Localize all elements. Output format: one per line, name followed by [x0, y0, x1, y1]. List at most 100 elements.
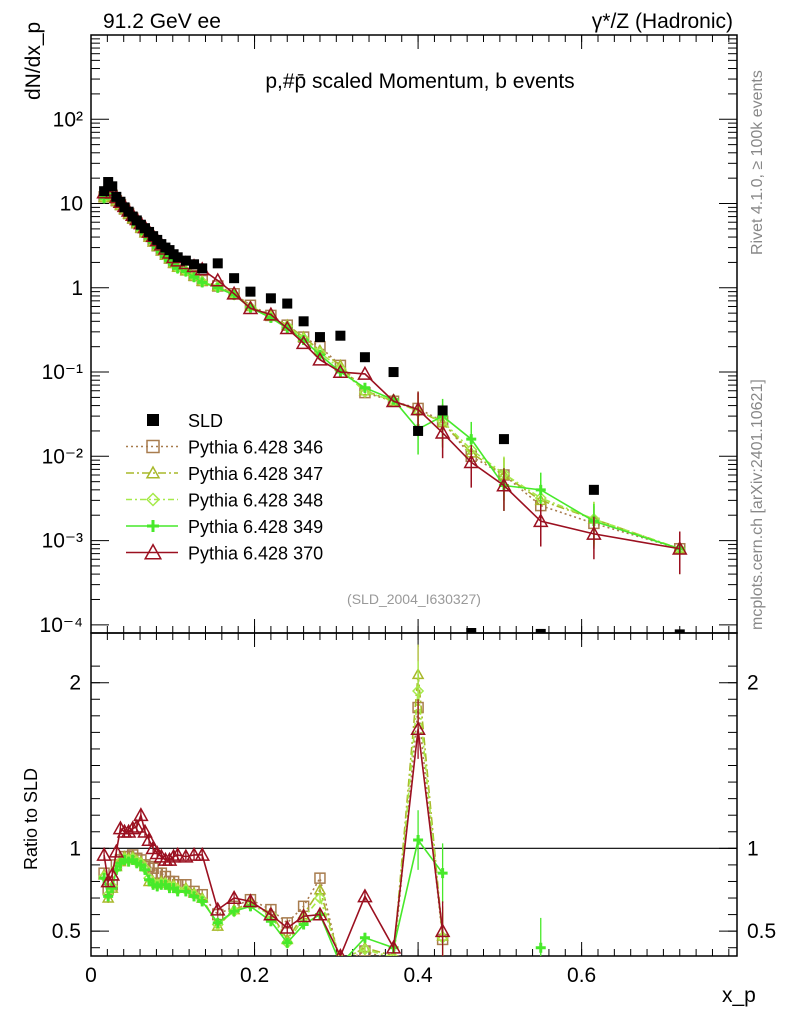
ratio-point	[186, 846, 202, 861]
sld-data-point	[466, 628, 477, 633]
y-tick-label: 10²	[53, 108, 83, 131]
series-point	[671, 540, 688, 555]
ratio-panel-frame	[90, 632, 738, 957]
sld-data-point	[245, 286, 256, 297]
ratio-point	[385, 939, 402, 954]
series-pythia-6-428-348	[98, 188, 686, 575]
header-process-label: γ*/Z (Hadronic)	[592, 10, 733, 33]
rivet-version-label: Rivet 4.1.0, ≥ 100k events	[749, 70, 766, 255]
series-point	[209, 272, 226, 287]
ratio-point	[295, 908, 312, 923]
legend-marker	[143, 543, 163, 560]
y-tick-label: 10⁻³	[42, 530, 83, 553]
ratio-point	[133, 807, 149, 822]
series-point	[359, 382, 370, 393]
ratio-point	[212, 917, 223, 928]
series-point	[410, 401, 426, 416]
ratio-point	[312, 906, 328, 921]
series-point	[279, 320, 296, 335]
series-point	[242, 300, 259, 315]
series-point	[263, 306, 279, 321]
sld-data-point	[388, 367, 399, 378]
ratio-point	[314, 872, 326, 884]
series-point	[496, 477, 512, 492]
series-point	[314, 349, 325, 360]
ratio-point	[139, 864, 150, 875]
sld-data-point	[314, 332, 325, 343]
series-point	[434, 424, 451, 439]
ratio-point	[359, 932, 370, 943]
ratio-point	[194, 846, 210, 861]
ratio-series-pythia-6-428-349	[99, 810, 546, 956]
chart-title: p,#p̄ scaled Momentum, b events	[265, 70, 574, 93]
header-energy-label: 91.2 GeV ee	[103, 10, 221, 33]
ratio-point	[209, 901, 226, 916]
legend-label: Pythia 6.428 349	[188, 517, 323, 537]
ratio-tick-label: 2	[69, 672, 81, 695]
legend-label: Pythia 6.428 347	[188, 464, 323, 484]
series-point	[532, 513, 549, 528]
series-point	[189, 272, 200, 283]
series-pythia-6-428-370	[96, 181, 688, 575]
ratio-point	[389, 951, 398, 956]
ratio-series-layer	[96, 644, 546, 956]
ratio-point	[120, 823, 137, 838]
x-tick-label: 0.4	[403, 964, 433, 987]
ratio-tick-label-right: 2	[747, 672, 759, 695]
ratio-tick-label: 0.5	[52, 920, 81, 943]
ratio-point	[189, 891, 200, 902]
sld-data-point	[172, 252, 183, 263]
ratio-point	[358, 943, 371, 956]
ratio-point	[387, 955, 400, 956]
ratio-point	[410, 721, 426, 736]
ratio-point	[226, 889, 242, 904]
ratio-point	[108, 843, 125, 858]
legend: SLD Pythia 6.428 346 Pythia 6.428 347 Pythi…	[126, 411, 323, 564]
series-point	[212, 282, 223, 293]
sld-data-point	[265, 293, 276, 304]
ratio-line	[103, 707, 444, 956]
ratio-point	[282, 937, 293, 948]
ratio-point	[339, 954, 342, 956]
legend-label: Pythia 6.428 346	[188, 438, 323, 458]
sld-data-point	[115, 196, 126, 207]
legend-label: Pythia 6.428 348	[188, 491, 323, 511]
axes-ticks: 0 0.2 0.4 0.6 10⁻⁴ 10⁻³ 10⁻² 10⁻¹ 1 10 10² 0.5 0.5 1 1…	[40, 35, 776, 987]
ratio-point	[434, 923, 451, 938]
ratio-point	[161, 851, 178, 866]
series-point	[312, 351, 328, 366]
legend-marker-sld	[147, 414, 159, 426]
sld-data-point	[99, 186, 110, 197]
ratio-point	[169, 846, 186, 861]
ratio-point	[96, 846, 112, 861]
sld-data-point	[535, 628, 546, 633]
sld-data-point	[282, 298, 293, 309]
sld-data-point	[107, 181, 118, 192]
ratio-point	[141, 832, 157, 847]
sld-data-point	[588, 484, 599, 495]
mcplots-credit-label: mcplots.cern.ch [arXiv:2401.10621]	[749, 379, 766, 630]
ratio-point	[335, 947, 345, 956]
sld-data-point	[229, 273, 240, 284]
series-point	[385, 393, 402, 408]
series-point	[463, 454, 480, 469]
ratio-point	[242, 893, 259, 908]
y-tick-label: 10⁻²	[42, 445, 83, 468]
series-point	[535, 484, 546, 495]
ratio-point	[165, 848, 182, 863]
y-tick-label: 10⁻¹	[42, 361, 83, 384]
legend-marker	[147, 520, 159, 532]
y-tick-label: 10	[60, 193, 83, 216]
sld-data-point	[212, 258, 223, 269]
y-axis-label: dN/dx_p	[22, 22, 45, 100]
sld-data-point	[674, 629, 685, 633]
ratio-point	[279, 919, 296, 934]
series-point	[332, 364, 349, 378]
ratio-point	[197, 896, 208, 907]
ratio-tick-label: 1	[69, 837, 81, 860]
sld-data-point	[197, 263, 208, 274]
x-tick-label: 0	[85, 964, 97, 987]
x-tick-label: 0.6	[567, 964, 596, 987]
legend-label-sld: SLD	[188, 411, 223, 431]
